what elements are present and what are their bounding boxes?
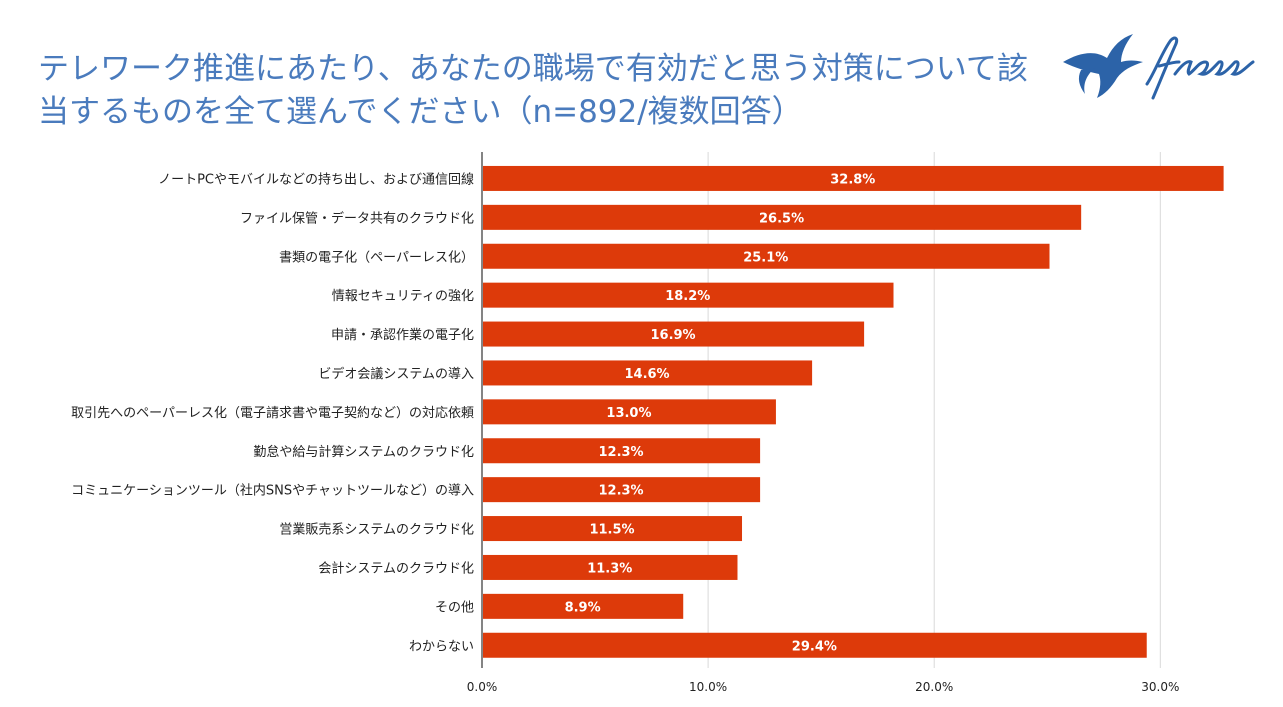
category-label: 情報セキュリティの強化 (332, 289, 474, 304)
x-tick-label: 30.0% (1141, 680, 1179, 694)
data-label: 11.5% (589, 523, 634, 538)
bar (483, 165, 1224, 191)
data-label: 25.1% (743, 250, 788, 265)
bar (483, 399, 776, 425)
category-label: わからない (409, 639, 474, 654)
bar (483, 204, 1082, 230)
category-label: その他 (435, 600, 474, 615)
bar (483, 554, 738, 580)
x-tick-label: 10.0% (689, 680, 727, 694)
freee-wordmark (1145, 36, 1255, 100)
x-tick-label: 20.0% (915, 680, 953, 694)
data-label: 12.3% (598, 445, 643, 460)
bar (483, 243, 1050, 269)
bar (483, 477, 761, 503)
category-label: 勤怠や給与計算システムのクラウド化 (253, 444, 474, 460)
bar (483, 516, 743, 542)
category-label: ビデオ会議システムの導入 (318, 366, 474, 382)
data-label: 16.9% (650, 328, 695, 343)
data-label: 18.2% (665, 289, 710, 304)
swallow-bird-icon (1063, 34, 1143, 98)
data-label: 11.3% (587, 561, 632, 576)
freee-logo: freee (1063, 34, 1255, 100)
data-label: 12.3% (598, 484, 643, 499)
data-label: 14.6% (624, 367, 669, 382)
x-axis-ticks: 0.0% 10.0% 20.0% 30.0% (467, 680, 1180, 694)
bar (483, 282, 894, 308)
bar (483, 360, 813, 386)
bar (483, 632, 1147, 658)
bar (483, 438, 761, 464)
category-label: 営業販売系システムのクラウド化 (279, 522, 474, 538)
category-labels: ノートPCやモバイルなどの持ち出し、および通信回線ファイル保管・データ共有のクラ… (71, 171, 474, 654)
bars: 32.8% 26.5% 25.1% 18.2% 16.9% 14.6% 13.0% 12.3%… (483, 165, 1224, 658)
category-label: ノートPCやモバイルなどの持ち出し、および通信回線 (158, 171, 474, 187)
data-label: 13.0% (606, 406, 651, 421)
category-label: 取引先へのペーパーレス化（電子請求書や電子契約など）の対応依頼 (71, 406, 474, 421)
data-label: 29.4% (792, 639, 837, 654)
category-label: 会計システムのクラウド化 (318, 560, 474, 576)
data-label: 26.5% (759, 211, 804, 226)
bar (483, 321, 865, 347)
category-label: 書類の電子化（ペーパーレス化） (279, 250, 474, 265)
data-label: 8.9% (565, 600, 601, 615)
x-tick-label: 0.0% (467, 680, 498, 694)
category-label: コミュニケーションツール（社内SNSやチャットツールなど）の導入 (71, 483, 474, 499)
category-label: 申請・承認作業の電子化 (331, 327, 474, 343)
data-label: 32.8% (830, 172, 875, 187)
chart-title: テレワーク推進にあたり、あなたの職場で有効だと思う対策について該当するものを全て… (38, 51, 1028, 130)
bar (483, 593, 684, 619)
category-label: ファイル保管・データ共有のクラウド化 (240, 210, 474, 226)
